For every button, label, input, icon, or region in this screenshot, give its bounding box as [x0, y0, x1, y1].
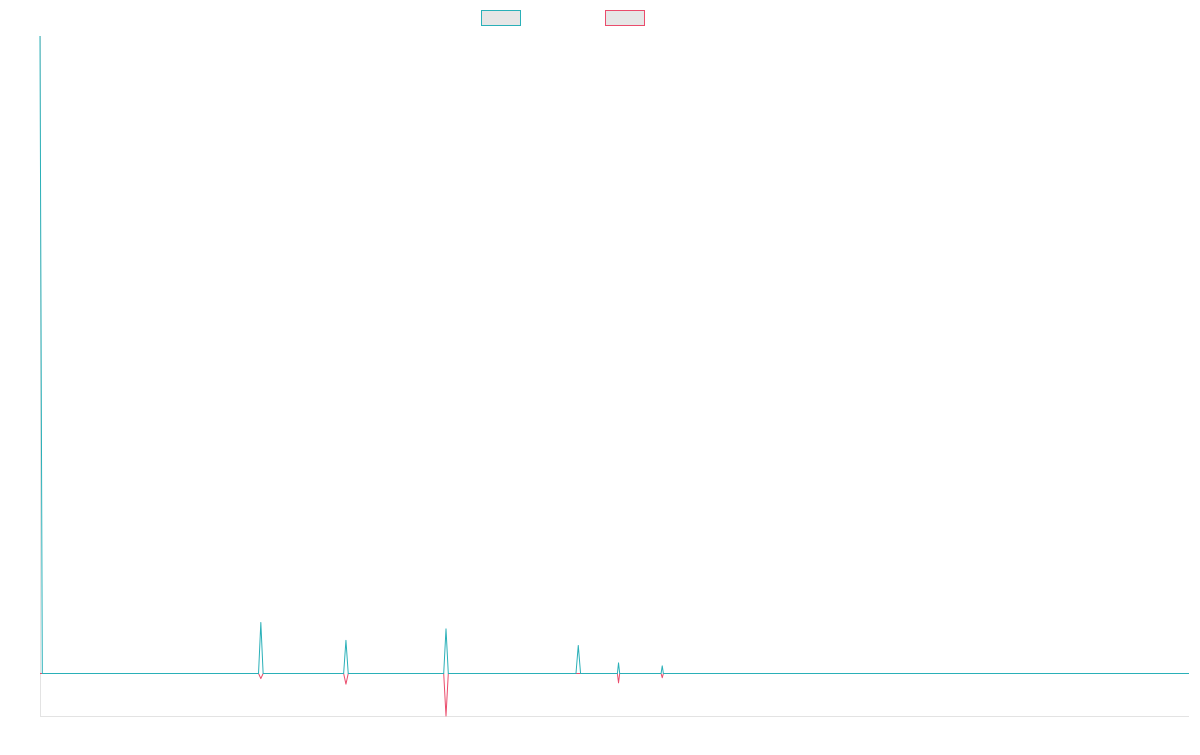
legend-swatch-1[interactable] — [481, 10, 521, 26]
series-layer — [39, 35, 1189, 717]
series-2-line — [40, 673, 1189, 717]
legend-swatch-2[interactable] — [605, 10, 645, 26]
axes — [40, 36, 1189, 717]
series-1-line — [39, 35, 1189, 674]
legend — [481, 10, 645, 26]
